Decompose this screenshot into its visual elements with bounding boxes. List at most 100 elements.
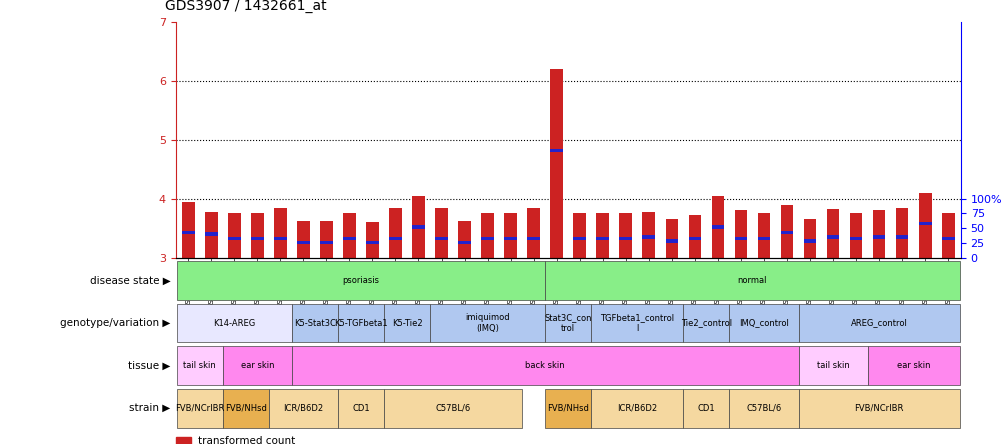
Text: TGFbeta1_control
l: TGFbeta1_control l bbox=[599, 313, 673, 333]
Text: Tie2_control: Tie2_control bbox=[680, 318, 731, 328]
Bar bbox=[527, 237, 539, 240]
Text: GDS3907 / 1432661_at: GDS3907 / 1432661_at bbox=[165, 0, 327, 13]
Text: CD1: CD1 bbox=[696, 404, 714, 413]
Text: C57BL/6: C57BL/6 bbox=[745, 404, 781, 413]
Bar bbox=[181, 202, 194, 258]
Text: IMQ_control: IMQ_control bbox=[738, 318, 789, 328]
Text: K5-Stat3C: K5-Stat3C bbox=[294, 318, 336, 328]
Text: tail skin: tail skin bbox=[816, 361, 849, 370]
Bar bbox=[338, 389, 384, 428]
Text: K14-AREG: K14-AREG bbox=[212, 318, 256, 328]
Bar bbox=[682, 389, 728, 428]
Bar bbox=[222, 389, 269, 428]
Bar bbox=[458, 221, 470, 258]
Text: Stat3C_con
trol: Stat3C_con trol bbox=[544, 313, 591, 333]
Text: imiquimod
(IMQ): imiquimod (IMQ) bbox=[465, 313, 509, 333]
Bar bbox=[384, 389, 522, 428]
Text: FVB/NCrIBR: FVB/NCrIBR bbox=[854, 404, 903, 413]
Bar bbox=[504, 214, 516, 258]
Bar bbox=[343, 237, 356, 240]
Bar bbox=[227, 237, 240, 240]
Text: FVB/NHsd: FVB/NHsd bbox=[224, 404, 267, 413]
Bar bbox=[297, 221, 310, 258]
Bar bbox=[481, 237, 493, 240]
Bar bbox=[757, 237, 770, 240]
Bar bbox=[826, 235, 839, 238]
Bar bbox=[872, 210, 885, 258]
Bar bbox=[550, 149, 562, 152]
Bar bbox=[665, 219, 677, 258]
Text: back skin: back skin bbox=[525, 361, 564, 370]
Bar bbox=[619, 214, 631, 258]
Bar bbox=[527, 207, 539, 258]
Bar bbox=[642, 235, 654, 238]
Bar bbox=[366, 241, 379, 245]
Bar bbox=[545, 389, 590, 428]
Bar bbox=[780, 231, 793, 234]
Text: K5-TGFbeta1: K5-TGFbeta1 bbox=[334, 318, 388, 328]
Text: disease state ▶: disease state ▶ bbox=[89, 275, 170, 285]
Bar bbox=[867, 346, 959, 385]
Text: tail skin: tail skin bbox=[183, 361, 215, 370]
Bar bbox=[435, 207, 448, 258]
Text: tissue ▶: tissue ▶ bbox=[128, 361, 170, 371]
Bar bbox=[274, 237, 287, 240]
Bar bbox=[619, 237, 631, 240]
Bar bbox=[292, 304, 338, 342]
Text: C57BL/6: C57BL/6 bbox=[435, 404, 470, 413]
Bar bbox=[733, 210, 746, 258]
Bar bbox=[389, 207, 402, 258]
Bar bbox=[798, 346, 867, 385]
Bar bbox=[687, 215, 700, 258]
Bar bbox=[665, 239, 677, 243]
Bar bbox=[430, 304, 545, 342]
Bar bbox=[803, 219, 816, 258]
Text: CD1: CD1 bbox=[352, 404, 370, 413]
Bar bbox=[872, 235, 885, 238]
Bar bbox=[803, 239, 816, 243]
Bar bbox=[895, 235, 908, 238]
Bar bbox=[343, 214, 356, 258]
Bar bbox=[292, 346, 798, 385]
Bar bbox=[687, 237, 700, 240]
Bar bbox=[250, 237, 264, 240]
Bar bbox=[849, 214, 862, 258]
Bar bbox=[458, 241, 470, 245]
Bar bbox=[728, 304, 798, 342]
Bar bbox=[176, 304, 292, 342]
Text: ear skin: ear skin bbox=[896, 361, 930, 370]
Bar bbox=[710, 225, 723, 229]
Bar bbox=[320, 221, 333, 258]
Bar bbox=[389, 237, 402, 240]
Bar bbox=[682, 304, 728, 342]
Text: ICR/B6D2: ICR/B6D2 bbox=[616, 404, 656, 413]
Bar bbox=[176, 261, 545, 300]
Bar bbox=[596, 214, 608, 258]
Bar bbox=[176, 346, 222, 385]
Text: psoriasis: psoriasis bbox=[342, 276, 379, 285]
Text: ear skin: ear skin bbox=[240, 361, 274, 370]
Bar bbox=[895, 207, 908, 258]
Bar bbox=[366, 222, 379, 258]
Bar bbox=[826, 209, 839, 258]
Bar bbox=[941, 214, 954, 258]
Bar bbox=[545, 304, 590, 342]
Text: FVB/NHsd: FVB/NHsd bbox=[547, 404, 588, 413]
Bar bbox=[941, 237, 954, 240]
Bar bbox=[384, 304, 430, 342]
Bar bbox=[918, 193, 931, 258]
Text: genotype/variation ▶: genotype/variation ▶ bbox=[60, 318, 170, 328]
Bar bbox=[590, 304, 682, 342]
Bar bbox=[320, 241, 333, 245]
Bar bbox=[176, 389, 222, 428]
Bar bbox=[849, 237, 862, 240]
Bar bbox=[412, 225, 425, 229]
Bar bbox=[918, 222, 931, 225]
Bar bbox=[642, 212, 654, 258]
Bar bbox=[181, 231, 194, 234]
Bar bbox=[435, 237, 448, 240]
Bar bbox=[757, 214, 770, 258]
Bar bbox=[175, 437, 191, 444]
Bar bbox=[545, 261, 959, 300]
Text: AREG_control: AREG_control bbox=[850, 318, 907, 328]
